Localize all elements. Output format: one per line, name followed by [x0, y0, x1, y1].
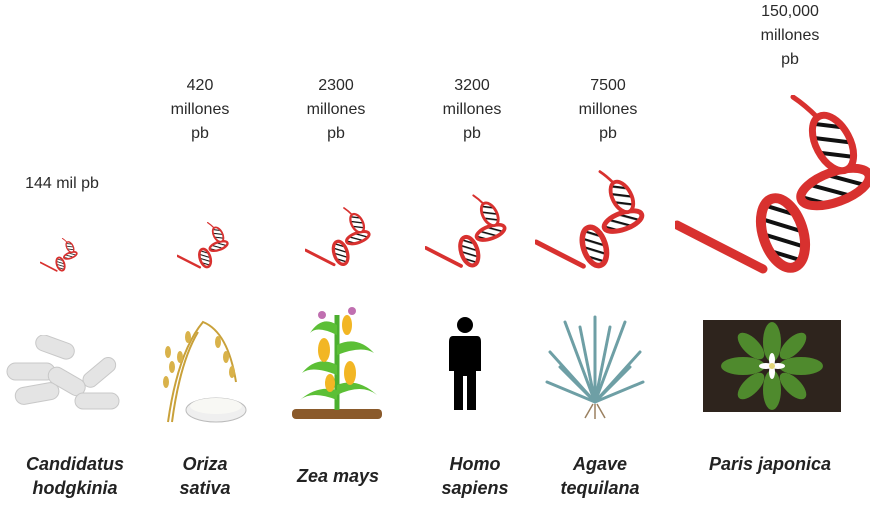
genome-size-paris: 150,000 millones pb	[720, 0, 860, 72]
organism-name-homo: Homo sapiens	[395, 452, 555, 500]
size-text: 3200	[454, 77, 490, 94]
size-text: pb	[781, 51, 799, 68]
size-text: 144 mil pb	[25, 175, 99, 192]
name-text: Paris japonica	[708, 454, 832, 474]
dna-helix-icon	[425, 194, 507, 269]
human-silhouette-icon	[449, 317, 481, 410]
genome-size-zea: 2300 millones pb	[266, 74, 406, 146]
dna-helix-icon	[535, 170, 645, 270]
genome-size-agave: 7500 millones pb	[538, 74, 678, 146]
name-text: Oriza	[182, 454, 228, 474]
genome-size-oriza: 420 millones pb	[130, 74, 270, 146]
organism-name-agave: Agave tequilana	[520, 452, 680, 500]
dna-helix-icon	[675, 95, 870, 275]
size-text: 150,000	[761, 3, 819, 20]
rice-icon	[163, 320, 247, 423]
name-text: Homo	[449, 454, 501, 474]
organism-name-zea: Zea mays	[258, 464, 418, 488]
genome-size-homo: 3200 millones pb	[402, 74, 542, 146]
size-text: millones	[760, 27, 820, 44]
size-text: millones	[170, 101, 230, 118]
name-text: Zea mays	[296, 466, 380, 486]
corn-plant-icon	[292, 307, 382, 419]
agave-icon	[545, 315, 645, 419]
size-text: 7500	[590, 77, 626, 94]
size-text: 2300	[318, 77, 354, 94]
size-text: 420	[186, 77, 214, 94]
size-text: millones	[578, 101, 638, 118]
name-text: hodgkinia	[32, 478, 118, 498]
dna-helix-icon	[40, 238, 78, 272]
organism-name-paris: Paris japonica	[690, 452, 850, 476]
size-text: pb	[191, 125, 209, 142]
name-text: sapiens	[441, 478, 509, 498]
name-text: Agave	[572, 454, 628, 474]
dna-helix-icon	[305, 207, 371, 267]
size-text: millones	[442, 101, 502, 118]
size-text: millones	[306, 101, 366, 118]
size-text: pb	[463, 125, 481, 142]
bacteria-icon	[6, 335, 120, 410]
name-text: tequilana	[560, 478, 640, 498]
genome-size-candidatus: 144 mil pb	[0, 172, 132, 196]
organism-name-candidatus: Candidatus hodgkinia	[0, 452, 155, 500]
name-text: Candidatus	[25, 454, 124, 474]
paris-japonica-plant-icon	[703, 320, 841, 412]
dna-helix-icon	[177, 222, 229, 269]
size-text: pb	[599, 125, 617, 142]
name-text: sativa	[179, 478, 231, 498]
size-text: pb	[327, 125, 345, 142]
organism-name-oriza: Oriza sativa	[125, 452, 285, 500]
